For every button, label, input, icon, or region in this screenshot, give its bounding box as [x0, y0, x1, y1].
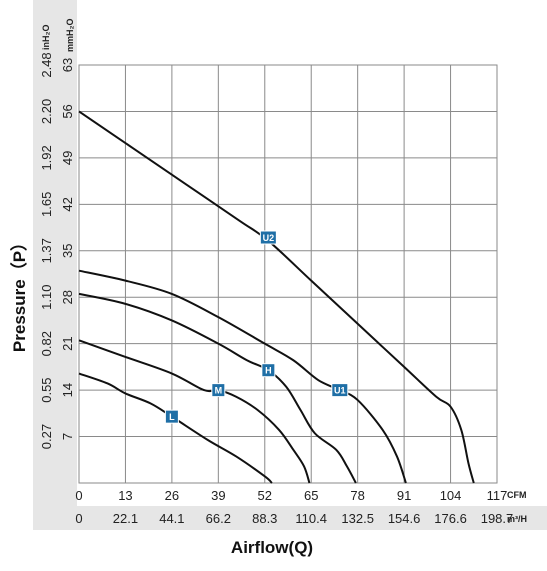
curve-u2 [78, 110, 475, 484]
y-tick-label-mmh2o: 7 [60, 433, 75, 440]
y-axis-title: Pressure（P） [9, 234, 29, 352]
x-tick-label-cfm: 91 [397, 488, 411, 503]
x-tick-label-m3h: 44.1 [159, 511, 184, 526]
y-tick-label-inh2o: 1.92 [39, 145, 54, 170]
y-tick-label-inh2o: 0.82 [39, 331, 54, 356]
y-tick-label-mmh2o: 14 [60, 383, 75, 397]
y-tick-label-inh2o: 0.27 [39, 424, 54, 449]
x-unit-secondary: m³/H [507, 514, 527, 524]
y-tick-label-inh2o: 2.48 [39, 52, 54, 77]
curve-label-box-u1 [331, 383, 349, 398]
curve-label-h: H [265, 366, 272, 376]
y-tick-label-mmh2o: 49 [60, 151, 75, 165]
curve-label-box-m [211, 383, 226, 398]
x-axis-band [33, 506, 547, 530]
x-tick-label-cfm: 0 [75, 488, 82, 503]
x-tick-label-cfm: 78 [350, 488, 364, 503]
x-tick-label-m3h: 154.6 [388, 511, 421, 526]
x-tick-label-cfm: 117 [487, 488, 508, 503]
y-tick-label-mmh2o: 28 [60, 290, 75, 304]
x-axis-title: Airflow(Q) [231, 538, 313, 557]
y-tick-label-mmh2o: 35 [60, 244, 75, 258]
x-tick-label-m3h: 22.1 [113, 511, 138, 526]
curve-m [78, 339, 311, 484]
curve-label-box-u2 [259, 230, 277, 245]
y-tick-label-inh2o: 1.65 [39, 192, 54, 217]
y-axis-band [33, 0, 77, 530]
curve-label-box-l [164, 409, 179, 424]
x-tick-label-cfm: 65 [304, 488, 318, 503]
curve-h [78, 292, 357, 484]
x-tick-label-cfm: 104 [440, 488, 462, 503]
y-unit-primary: mmH₂O [65, 18, 75, 52]
y-unit-secondary: inH₂O [41, 25, 51, 51]
x-tick-label-cfm: 52 [258, 488, 272, 503]
y-tick-label-mmh2o: 42 [60, 197, 75, 211]
y-tick-label-mmh2o: 63 [60, 58, 75, 72]
x-tick-label-m3h: 132.5 [341, 511, 374, 526]
x-tick-label-m3h: 0 [75, 511, 82, 526]
y-tick-label-mmh2o: 21 [60, 336, 75, 350]
x-tick-label-m3h: 176.6 [434, 511, 467, 526]
x-tick-labels: 0 0 13 22.1 26 44.1 39 66.2 52 88.3 65 110.4 78 132.5… [75, 488, 513, 526]
y-tick-label-inh2o: 1.37 [39, 238, 54, 263]
y-tick-label-inh2o: 0.55 [39, 377, 54, 402]
x-tick-label-m3h: 110.4 [295, 511, 327, 526]
x-tick-label-m3h: 88.3 [252, 511, 277, 526]
y-tick-label-mmh2o: 56 [60, 104, 75, 118]
x-tick-label-m3h: 198.7 [481, 511, 514, 526]
grid-lines [78, 64, 498, 483]
curve-label-l: L [169, 412, 175, 422]
curve-label-u1: U1 [334, 386, 346, 396]
curve-label-u2: U2 [263, 233, 275, 243]
curve-label-box-h [261, 363, 276, 378]
y-tick-labels: 7 0.27 14 0.55 21 0.82 28 1.10 35 1.37 42 1.65 49 1.9… [39, 52, 75, 449]
curve-labels: U2 U1 H M L [164, 230, 349, 424]
x-tick-label-cfm: 39 [211, 488, 225, 503]
y-tick-label-inh2o: 2.20 [39, 99, 54, 124]
x-tick-label-m3h: 66.2 [206, 511, 231, 526]
y-tick-label-inh2o: 1.10 [39, 285, 54, 310]
plot-area [78, 64, 498, 484]
x-unit-primary: CFM [507, 490, 527, 500]
x-tick-label-cfm: 26 [165, 488, 179, 503]
curve-label-m: M [215, 386, 223, 396]
curve-u1 [78, 269, 407, 484]
x-tick-label-cfm: 13 [118, 488, 132, 503]
